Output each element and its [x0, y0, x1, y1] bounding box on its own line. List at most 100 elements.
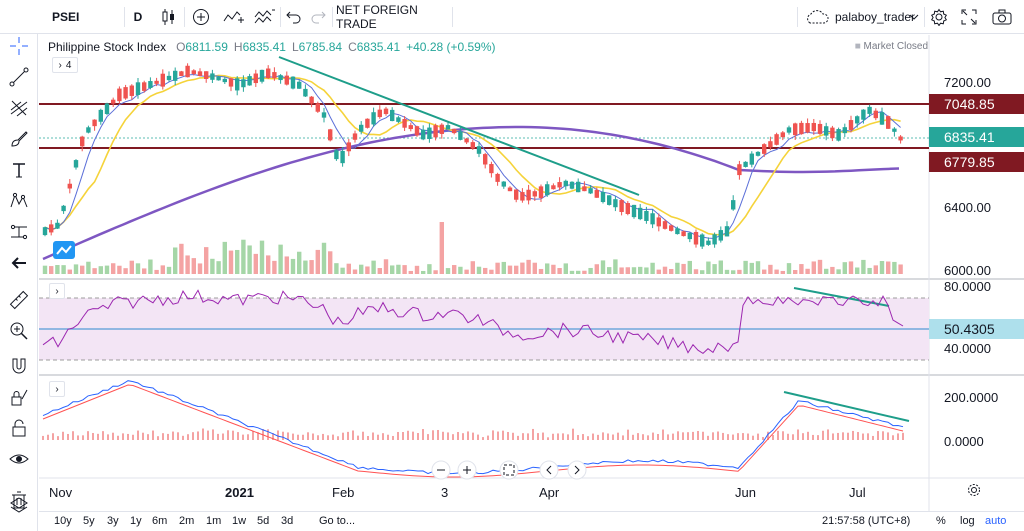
volume-bar	[774, 269, 779, 274]
log-toggle[interactable]: log	[960, 515, 975, 527]
symbol-search-button[interactable]: PSEI	[52, 10, 80, 24]
histogram-bar	[782, 431, 784, 440]
candlesticks[interactable]	[42, 63, 903, 249]
range-1y[interactable]: 1y	[130, 515, 142, 527]
macd-line[interactable]	[42, 380, 904, 475]
volume-bar	[892, 261, 897, 274]
ruler-icon[interactable]	[7, 288, 31, 312]
axis-settings-icon[interactable]	[968, 484, 980, 496]
candle-body	[718, 230, 723, 241]
candle-body	[61, 205, 66, 212]
pattern-icon[interactable]	[7, 189, 31, 213]
histogram-bar	[692, 431, 694, 440]
candle-body	[681, 231, 686, 237]
rsi-divergence-line[interactable]	[793, 287, 890, 307]
histogram-bar	[72, 431, 74, 440]
settings-gear-icon[interactable]	[928, 5, 950, 29]
range-1w[interactable]: 1w	[232, 515, 247, 527]
volume-bar	[656, 269, 661, 274]
add-indicator-icon[interactable]	[190, 5, 212, 29]
range-5y[interactable]: 5y	[83, 515, 95, 527]
layers-icon[interactable]	[7, 493, 31, 517]
histogram-bar	[877, 431, 879, 440]
downtrend-line[interactable]	[278, 56, 640, 196]
templates-icon[interactable]	[254, 5, 276, 29]
chart-area[interactable]: 7200.00 6400.00 6000.00 7048.85 6835.41 …	[39, 35, 1024, 511]
candle-body	[204, 71, 209, 80]
range-2m[interactable]: 2m	[179, 515, 195, 527]
trendline-icon[interactable]	[7, 65, 31, 89]
histogram-bar	[762, 437, 764, 440]
text-icon[interactable]	[7, 158, 31, 182]
candles-style-icon[interactable]	[158, 5, 180, 29]
percent-toggle[interactable]: %	[936, 515, 946, 527]
goto-button[interactable]: Go to...	[319, 515, 356, 527]
range-3y[interactable]: 3y	[107, 515, 119, 527]
chart-layout-title[interactable]: NET FOREIGN TRADE	[336, 3, 418, 31]
indicator-legend-toggle[interactable]: › 4	[52, 57, 78, 73]
candle-body	[154, 80, 159, 84]
eye-icon[interactable]	[7, 447, 31, 471]
lock-draw-icon[interactable]	[7, 385, 31, 409]
histogram-bar	[502, 430, 504, 440]
reset-zoom-button[interactable]	[499, 460, 519, 480]
histogram-bar	[652, 432, 654, 440]
fib-icon[interactable]	[7, 96, 31, 120]
magnet-icon[interactable]	[7, 354, 31, 378]
ohlc-close: C6835.41	[348, 40, 400, 54]
rsi-legend-toggle[interactable]: ›	[49, 283, 65, 299]
chevron-down-icon[interactable]	[907, 5, 921, 29]
change-value: +40.28 (+0.59%)	[406, 40, 496, 54]
crosshair-icon[interactable]	[7, 34, 31, 58]
volume-bar	[476, 266, 482, 274]
range-5d[interactable]: 5d	[257, 515, 270, 527]
clock[interactable]: 21:57:58 (UTC+8)	[822, 515, 911, 527]
candle-body	[445, 125, 451, 130]
scroll-left-button[interactable]	[539, 460, 559, 480]
volume-bar	[724, 269, 730, 274]
candle-body	[222, 78, 227, 83]
chart-canvas[interactable]: 7200.00 6400.00 6000.00 7048.85 6835.41 …	[39, 35, 1024, 511]
rsi-line[interactable]	[42, 289, 904, 355]
last-price-label: 6835.41	[944, 129, 995, 145]
macd-histogram	[42, 428, 904, 440]
volume-bar	[166, 266, 172, 274]
candle-body	[886, 116, 891, 129]
measure-icon[interactable]	[7, 220, 31, 244]
scroll-right-button[interactable]	[567, 460, 587, 480]
histogram-bar	[667, 434, 669, 440]
zoom-icon[interactable]	[7, 319, 31, 343]
redo-icon[interactable]	[308, 5, 328, 29]
range-10y[interactable]: 10y	[54, 515, 72, 527]
symbol-name[interactable]: Philippine Stock Index	[48, 40, 167, 54]
candle-body	[700, 234, 705, 247]
back-arrow-icon[interactable]	[7, 251, 31, 275]
range-1m[interactable]: 1m	[206, 515, 222, 527]
macd-legend-toggle[interactable]: ›	[49, 381, 65, 397]
user-menu-button[interactable]: palaboy_trader	[835, 10, 916, 24]
chevron-right-icon: ›	[58, 59, 62, 71]
macd-divergence-line[interactable]	[783, 391, 910, 422]
range-6m[interactable]: 6m	[152, 515, 168, 527]
histogram-bar	[537, 433, 539, 440]
candle-body	[98, 109, 103, 122]
interval-button[interactable]: D	[133, 10, 143, 24]
brush-icon[interactable]	[7, 127, 31, 151]
range-3d[interactable]: 3d	[281, 515, 294, 527]
ma-fast-line[interactable]	[44, 73, 901, 240]
indicators-icon[interactable]	[222, 5, 246, 29]
camera-icon[interactable]	[990, 5, 1014, 29]
volume-bar	[408, 270, 413, 274]
candle-body	[160, 73, 165, 87]
volume-bar	[768, 264, 773, 274]
fullscreen-icon[interactable]	[958, 5, 980, 29]
auto-toggle[interactable]: auto	[985, 515, 1007, 527]
ma-long-line[interactable]	[42, 125, 900, 261]
histogram-bar	[812, 434, 814, 440]
candle-body	[675, 228, 680, 235]
ma-slow-line[interactable]	[44, 74, 901, 236]
undo-icon[interactable]	[284, 5, 304, 29]
histogram-bar	[122, 433, 124, 440]
lock-icon[interactable]	[7, 416, 31, 440]
volume-bar	[185, 255, 190, 274]
